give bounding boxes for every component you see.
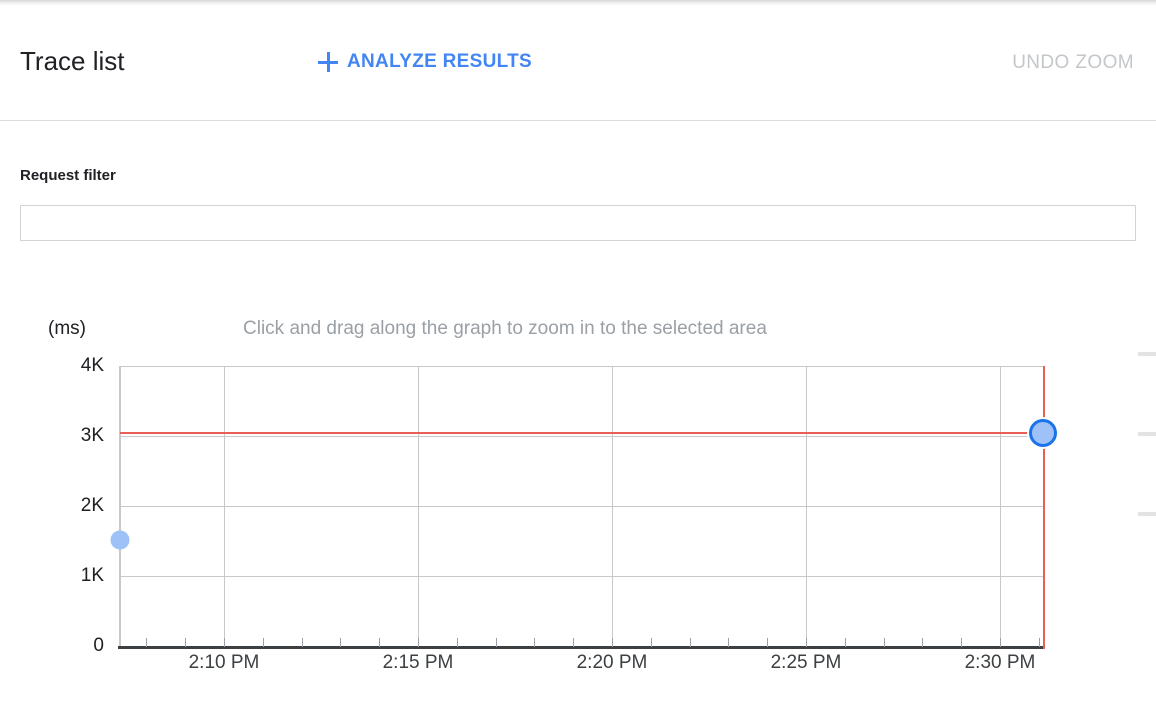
x-axis-minor-tick bbox=[961, 638, 962, 647]
x-axis-minor-tick bbox=[922, 638, 923, 647]
x-axis-minor-tick bbox=[185, 638, 186, 647]
page-title: Trace list bbox=[20, 46, 125, 76]
data-point-selected[interactable] bbox=[1029, 418, 1057, 447]
x-axis-minor-tick bbox=[457, 638, 458, 647]
x-axis-minor-tick bbox=[496, 638, 497, 647]
y-axis-labels: 0 1K 2K 3K 4K bbox=[48, 355, 104, 656]
x-axis-minor-tick bbox=[1000, 638, 1001, 647]
x-axis-minor-tick bbox=[418, 638, 419, 647]
chart-drag-hint: Click and drag along the graph to zoom i… bbox=[243, 318, 767, 339]
offscreen-widget-tick bbox=[1138, 352, 1156, 356]
request-filter-label: Request filter bbox=[20, 167, 116, 184]
crosshair-horizontal bbox=[120, 431, 1043, 434]
x-axis-tick-label: 2:15 PM bbox=[382, 652, 454, 673]
request-filter-input[interactable] bbox=[20, 205, 1136, 241]
x-axis-minor-tick bbox=[340, 638, 341, 647]
x-axis-minor-tick bbox=[379, 638, 380, 647]
y-axis-tick-label: 2K bbox=[80, 495, 104, 516]
analyze-results-button[interactable]: ANALYZE RESULTS bbox=[318, 51, 532, 73]
gridline-horizontal bbox=[120, 366, 1043, 367]
x-axis-minor-tick bbox=[612, 638, 613, 647]
gridline-vertical bbox=[612, 366, 613, 646]
x-axis-minor-tick bbox=[884, 638, 885, 647]
chart-plot-area[interactable] bbox=[110, 366, 1057, 649]
x-axis-minor-tick bbox=[1039, 638, 1040, 647]
y-axis-tick-label: 4K bbox=[80, 355, 104, 376]
x-axis-minor-tick bbox=[146, 638, 147, 647]
x-axis-line bbox=[118, 646, 1045, 649]
gridline-vertical bbox=[1000, 366, 1001, 646]
page-header: Trace list ANALYZE RESULTS UNDO ZOOM bbox=[0, 6, 1156, 121]
gridline-horizontal bbox=[120, 436, 1043, 437]
offscreen-widget-tick bbox=[1138, 512, 1156, 516]
undo-zoom-button[interactable]: UNDO ZOOM bbox=[1012, 52, 1134, 73]
x-axis-minor-tick bbox=[573, 638, 574, 647]
x-axis-minor-tick bbox=[690, 638, 691, 647]
x-axis-minor-tick bbox=[263, 638, 264, 647]
gridline-vertical bbox=[806, 366, 807, 646]
x-axis-minor-tick bbox=[224, 638, 225, 647]
x-axis-minor-tick bbox=[767, 638, 768, 647]
y-axis-tick-label: 0 bbox=[93, 635, 104, 656]
latency-chart[interactable]: (ms) Click and drag along the graph to z… bbox=[0, 300, 1156, 700]
x-axis-minor-tick bbox=[806, 638, 807, 647]
data-point[interactable] bbox=[110, 530, 130, 550]
y-axis-tick-label: 1K bbox=[80, 565, 104, 586]
x-axis-labels: 2:10 PM 2:15 PM 2:20 PM 2:25 PM 2:30 PM bbox=[120, 652, 1043, 682]
offscreen-widget-tick bbox=[1138, 432, 1156, 436]
gridline-vertical bbox=[224, 366, 225, 646]
analyze-results-label: ANALYZE RESULTS bbox=[347, 51, 533, 72]
x-axis-tick-label: 2:10 PM bbox=[188, 652, 260, 673]
gridline-horizontal bbox=[120, 576, 1043, 577]
x-axis-minor-tick bbox=[302, 638, 303, 647]
gridline-horizontal bbox=[120, 506, 1043, 507]
x-axis-tick-label: 2:20 PM bbox=[576, 652, 648, 673]
x-axis-tick-label: 2:30 PM bbox=[964, 652, 1036, 673]
x-axis-minor-tick bbox=[845, 638, 846, 647]
gridline-vertical bbox=[418, 366, 419, 646]
x-axis-minor-tick bbox=[651, 638, 652, 647]
crosshair-vertical bbox=[1043, 366, 1045, 649]
x-axis-tick-label: 2:25 PM bbox=[770, 652, 842, 673]
window-top-shadow bbox=[0, 0, 1156, 6]
y-axis-tick-label: 3K bbox=[80, 425, 104, 446]
x-axis-minor-tick bbox=[534, 638, 535, 647]
chart-unit-label: (ms) bbox=[48, 318, 86, 339]
plus-icon bbox=[318, 52, 338, 72]
x-axis-minor-tick bbox=[728, 638, 729, 647]
